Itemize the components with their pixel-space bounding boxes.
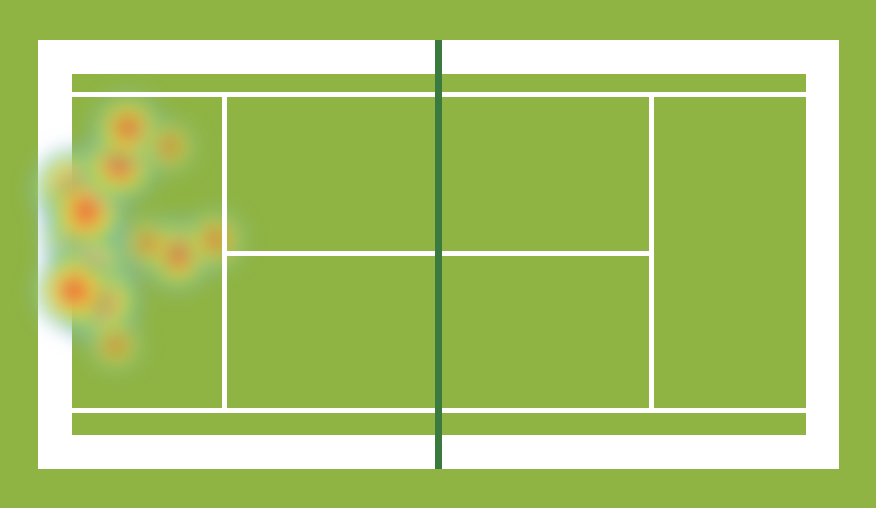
service-line-right	[649, 97, 654, 408]
net	[435, 40, 442, 469]
heatmap-blob	[180, 205, 250, 275]
service-line-left	[222, 97, 227, 408]
heatmap-blob	[137, 114, 201, 178]
heatmap-blob	[29, 246, 118, 335]
heatmap-layer	[27, 88, 250, 377]
heatmap-blob	[116, 212, 181, 276]
heatmap-blob	[83, 313, 147, 377]
